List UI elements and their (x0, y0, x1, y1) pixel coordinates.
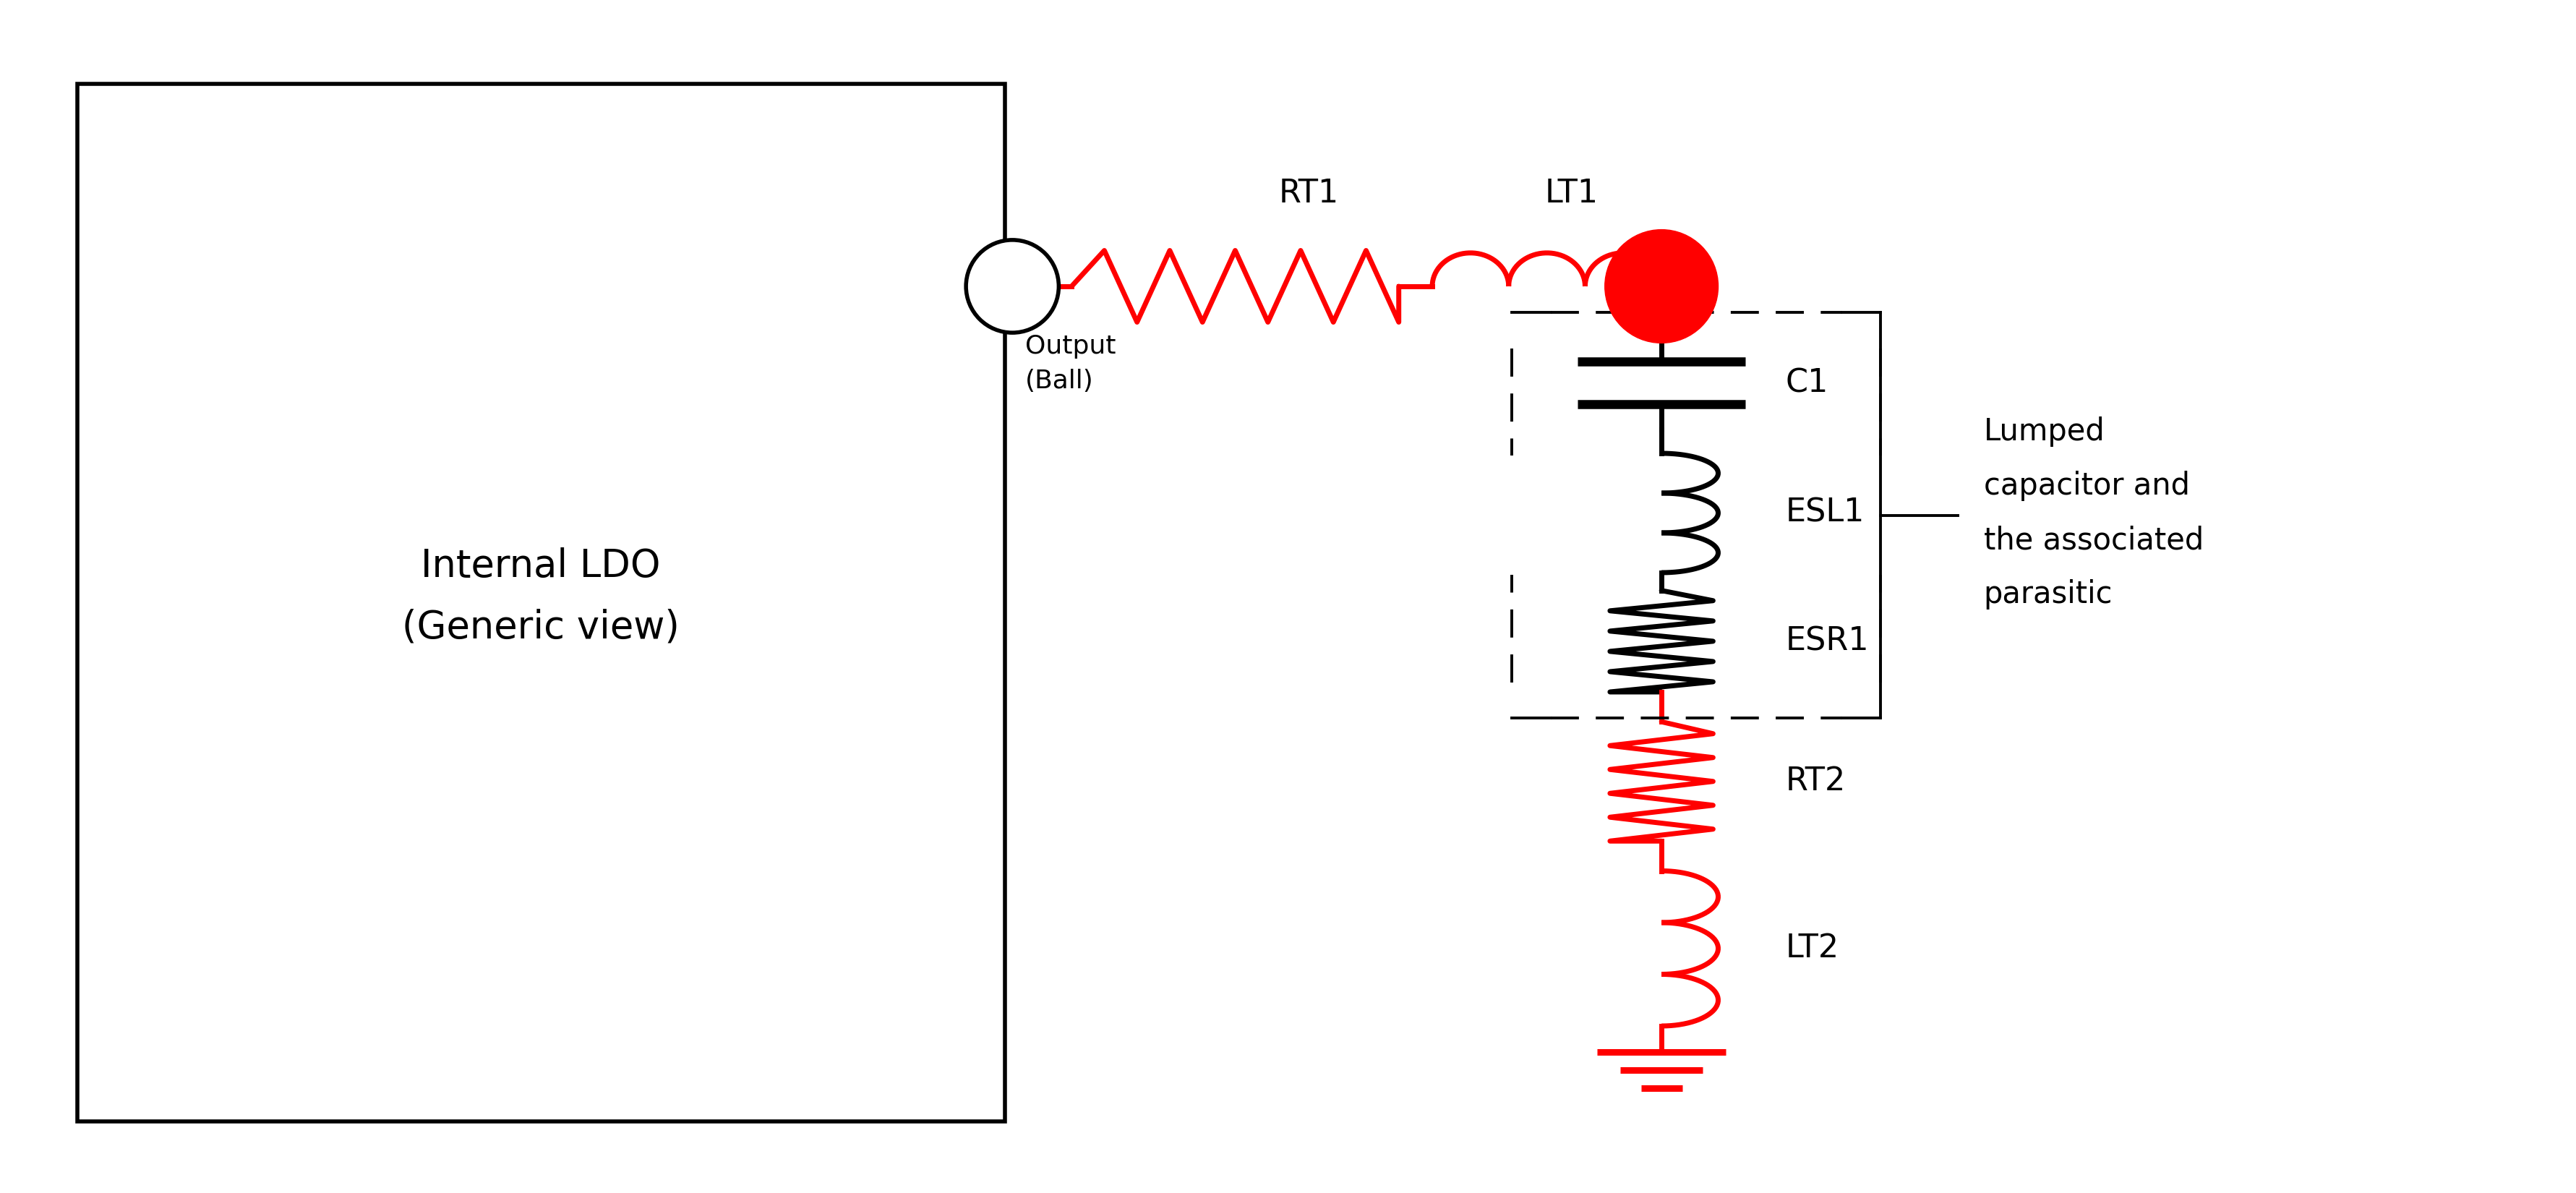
Text: RT2: RT2 (1785, 766, 1844, 797)
Bar (77, 84, 1005, 1121)
Ellipse shape (1605, 229, 1718, 344)
Text: ESR1: ESR1 (1785, 625, 1868, 657)
Text: C1: C1 (1785, 367, 1829, 398)
Ellipse shape (966, 240, 1059, 333)
Text: LT2: LT2 (1785, 933, 1839, 964)
Text: Lumped
capacitor and
the associated
parasitic: Lumped capacitor and the associated para… (1984, 416, 2202, 610)
Text: LT1: LT1 (1546, 178, 1597, 209)
Text: ESL1: ESL1 (1785, 497, 1865, 528)
Text: Internal LDO
(Generic view): Internal LDO (Generic view) (402, 548, 680, 645)
Text: Output
(Ball): Output (Ball) (1025, 334, 1115, 392)
Text: RT1: RT1 (1278, 178, 1340, 209)
